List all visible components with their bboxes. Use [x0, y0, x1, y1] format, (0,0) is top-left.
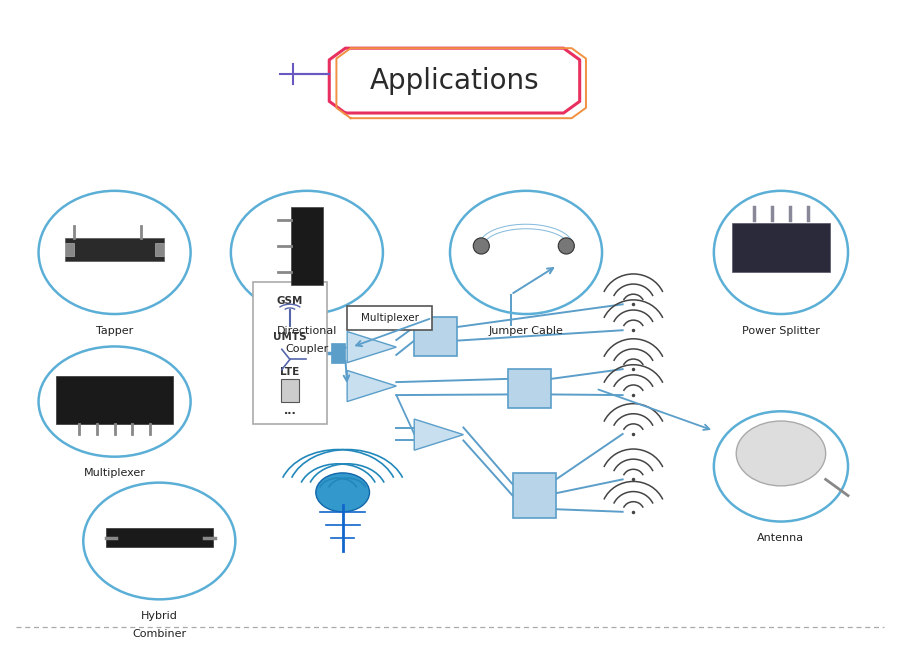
- Text: Jumper Cable: Jumper Cable: [489, 326, 563, 336]
- Ellipse shape: [736, 421, 825, 486]
- FancyBboxPatch shape: [732, 223, 830, 272]
- FancyBboxPatch shape: [513, 473, 555, 518]
- Text: Hybrid: Hybrid: [141, 611, 177, 621]
- FancyBboxPatch shape: [253, 282, 327, 424]
- FancyBboxPatch shape: [331, 343, 346, 364]
- Text: Multiplexer: Multiplexer: [361, 313, 419, 323]
- FancyBboxPatch shape: [508, 369, 551, 408]
- FancyBboxPatch shape: [281, 379, 299, 402]
- Ellipse shape: [473, 238, 490, 254]
- Text: Power Splitter: Power Splitter: [742, 326, 820, 336]
- Text: Tapper: Tapper: [96, 326, 133, 336]
- Polygon shape: [414, 419, 464, 450]
- Polygon shape: [347, 370, 396, 402]
- FancyBboxPatch shape: [347, 305, 432, 330]
- Text: Multiplexer: Multiplexer: [84, 468, 146, 478]
- Ellipse shape: [316, 473, 370, 512]
- Text: Applications: Applications: [370, 67, 539, 95]
- Polygon shape: [347, 332, 396, 363]
- Text: Antenna: Antenna: [758, 533, 805, 543]
- FancyBboxPatch shape: [155, 243, 164, 256]
- Text: Coupler: Coupler: [285, 344, 328, 354]
- Ellipse shape: [558, 238, 574, 254]
- FancyBboxPatch shape: [291, 207, 323, 285]
- FancyBboxPatch shape: [57, 375, 173, 424]
- Text: LTE: LTE: [280, 368, 300, 377]
- Text: ...: ...: [284, 406, 296, 417]
- FancyBboxPatch shape: [66, 237, 164, 261]
- FancyBboxPatch shape: [105, 528, 213, 547]
- Text: UMTS: UMTS: [273, 332, 307, 342]
- Text: Combiner: Combiner: [132, 629, 186, 639]
- Text: Directional: Directional: [276, 326, 338, 336]
- FancyBboxPatch shape: [414, 317, 457, 356]
- FancyBboxPatch shape: [66, 243, 75, 256]
- Text: GSM: GSM: [276, 296, 303, 306]
